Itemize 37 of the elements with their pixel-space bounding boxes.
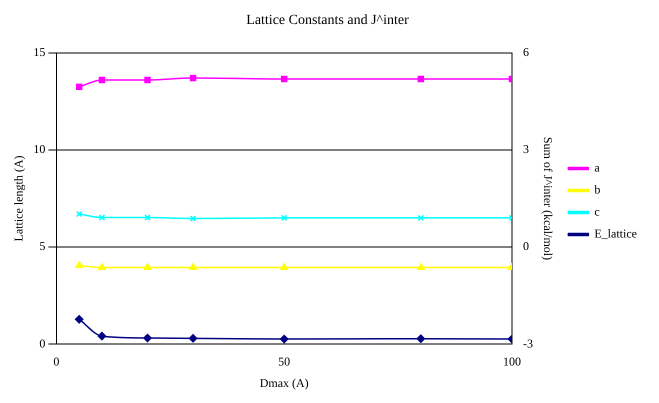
y2-tick-label: -3 [522, 336, 533, 350]
y-tick-label: 15 [33, 44, 46, 59]
y-tick-label: 5 [39, 239, 46, 254]
point [280, 76, 288, 82]
point [190, 74, 196, 82]
point [98, 263, 106, 270]
point [144, 263, 152, 270]
legend-label: c [594, 204, 600, 219]
y2-tick-label: 6 [522, 44, 529, 59]
point [280, 263, 288, 270]
point [98, 214, 106, 221]
point [418, 214, 424, 222]
point [417, 263, 425, 270]
point [144, 76, 151, 84]
x-tick-label: 50 [278, 354, 290, 369]
y-axis-title: Lattice length (A) [11, 156, 26, 242]
point [190, 215, 196, 222]
y2-tick-label: 3 [522, 142, 529, 156]
legend-label: a [594, 160, 600, 175]
x-tick-label: 0 [53, 354, 60, 369]
x-tick-label: 100 [502, 354, 521, 369]
chart-title: Lattice Constants and J^inter [246, 13, 410, 28]
legend-label: b [594, 182, 600, 197]
y2-axis-title: Sum of J^inter (kcal/mol) [541, 136, 555, 260]
point [189, 263, 197, 270]
point [75, 261, 83, 268]
y2-tick-label: 0 [522, 239, 529, 254]
point [76, 84, 82, 90]
point [98, 76, 106, 84]
point [280, 214, 288, 222]
y-tick-label: 10 [33, 142, 46, 156]
point [144, 214, 151, 221]
point [76, 210, 82, 218]
legend-label: E_lattice [594, 226, 638, 241]
point [418, 76, 424, 82]
y-tick-label: 0 [39, 336, 46, 350]
x-axis-title: Dmax (A) [260, 376, 309, 390]
